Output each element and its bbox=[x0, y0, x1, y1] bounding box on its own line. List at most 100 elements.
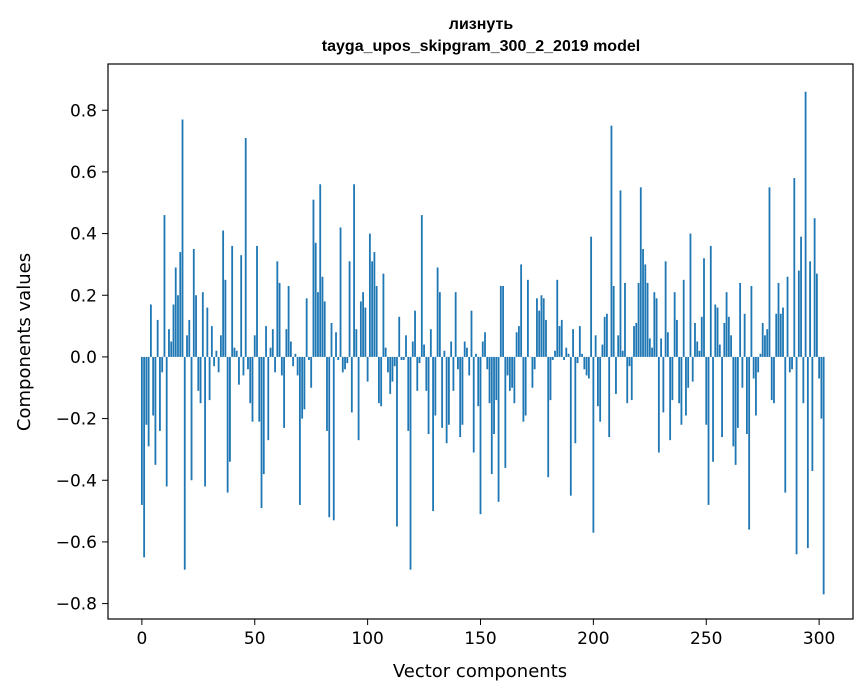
bar-142 bbox=[461, 356, 464, 425]
bar-74 bbox=[308, 356, 310, 360]
bar-76 bbox=[312, 199, 315, 357]
bar-190 bbox=[569, 356, 572, 496]
y-tick-label: 0.0 bbox=[70, 348, 97, 368]
bar-41 bbox=[233, 347, 236, 357]
bar-273 bbox=[757, 356, 760, 373]
bar-198 bbox=[587, 356, 590, 379]
bar-114 bbox=[398, 316, 401, 357]
bar-134 bbox=[443, 350, 446, 357]
y-axis-label: Components values bbox=[14, 253, 35, 431]
bar-50 bbox=[253, 335, 256, 357]
bar-119 bbox=[409, 356, 412, 570]
bar-269 bbox=[748, 356, 751, 530]
bar-122 bbox=[416, 356, 419, 391]
bar-40 bbox=[231, 245, 234, 357]
bar-150 bbox=[479, 356, 482, 515]
bar-271 bbox=[752, 356, 755, 379]
bar-58 bbox=[271, 329, 274, 357]
bar-184 bbox=[556, 279, 559, 357]
bar-167 bbox=[517, 326, 520, 357]
bar-207 bbox=[608, 356, 611, 438]
bar-212 bbox=[619, 190, 622, 357]
bar-213 bbox=[621, 350, 624, 357]
bar-13 bbox=[170, 341, 173, 357]
bar-266 bbox=[741, 356, 744, 388]
bar-158 bbox=[497, 356, 500, 502]
bars bbox=[140, 91, 825, 595]
bar-235 bbox=[671, 356, 674, 401]
bar-297 bbox=[811, 356, 814, 471]
bar-72 bbox=[303, 356, 306, 410]
bar-90 bbox=[344, 356, 346, 370]
bar-298 bbox=[813, 218, 816, 357]
bar-202 bbox=[596, 356, 599, 407]
bar-140 bbox=[457, 356, 459, 370]
bar-188 bbox=[565, 347, 568, 357]
bar-219 bbox=[635, 323, 638, 357]
bar-268 bbox=[745, 356, 748, 434]
bar-19 bbox=[183, 356, 186, 570]
bar-238 bbox=[678, 356, 681, 404]
bar-103 bbox=[373, 252, 376, 357]
bar-31 bbox=[210, 326, 213, 357]
bar-95 bbox=[355, 329, 358, 357]
bar-244 bbox=[691, 356, 694, 382]
bar-258 bbox=[723, 323, 726, 357]
bar-243 bbox=[689, 233, 692, 357]
bar-152 bbox=[484, 332, 486, 357]
bar-54 bbox=[262, 356, 265, 475]
bar-290 bbox=[795, 356, 798, 555]
bar-66 bbox=[289, 341, 292, 357]
bar-270 bbox=[750, 286, 753, 357]
chart-title: лизнуть bbox=[449, 16, 514, 33]
bar-6 bbox=[154, 356, 157, 465]
bar-245 bbox=[694, 323, 696, 357]
bar-83 bbox=[328, 356, 331, 518]
bar-179 bbox=[545, 319, 547, 357]
bar-73 bbox=[305, 298, 308, 357]
bar-104 bbox=[375, 286, 378, 357]
bar-228 bbox=[655, 298, 658, 357]
bar-281 bbox=[775, 313, 778, 357]
bar-55 bbox=[265, 326, 267, 357]
bar-253 bbox=[712, 356, 714, 462]
bar-229 bbox=[657, 356, 660, 453]
bar-3 bbox=[147, 356, 150, 447]
bar-75 bbox=[310, 356, 313, 388]
bar-277 bbox=[766, 329, 769, 357]
bar-89 bbox=[341, 356, 344, 373]
bar-23 bbox=[192, 249, 195, 357]
bar-85 bbox=[332, 356, 335, 521]
y-tick-label: 0.8 bbox=[70, 101, 97, 121]
bar-204 bbox=[601, 344, 604, 357]
bar-192 bbox=[574, 356, 577, 444]
y-tick-label: −0.6 bbox=[56, 533, 97, 553]
bar-173 bbox=[531, 356, 534, 388]
bar-0 bbox=[140, 356, 143, 505]
bar-151 bbox=[481, 341, 484, 357]
x-tick-label: 250 bbox=[690, 629, 722, 649]
bar-71 bbox=[301, 356, 304, 419]
x-tick-label: 150 bbox=[464, 629, 496, 649]
bar-42 bbox=[235, 350, 238, 357]
bar-65 bbox=[287, 286, 290, 357]
bar-300 bbox=[818, 356, 821, 379]
bar-286 bbox=[786, 276, 789, 357]
bar-64 bbox=[285, 329, 288, 357]
bar-291 bbox=[797, 270, 800, 357]
bar-250 bbox=[705, 356, 708, 425]
bar-160 bbox=[502, 286, 504, 357]
bar-93 bbox=[350, 356, 353, 413]
bar-46 bbox=[244, 138, 247, 357]
bar-132 bbox=[438, 292, 441, 357]
bar-63 bbox=[283, 356, 285, 428]
bar-17 bbox=[179, 252, 182, 357]
bar-247 bbox=[698, 350, 701, 357]
bar-145 bbox=[468, 356, 471, 376]
bar-80 bbox=[321, 276, 324, 357]
y-tick-label: −0.8 bbox=[56, 595, 97, 615]
y-tick-label: 0.6 bbox=[70, 163, 97, 183]
bar-60 bbox=[276, 261, 279, 357]
bar-215 bbox=[626, 356, 629, 404]
bar-153 bbox=[486, 356, 489, 370]
